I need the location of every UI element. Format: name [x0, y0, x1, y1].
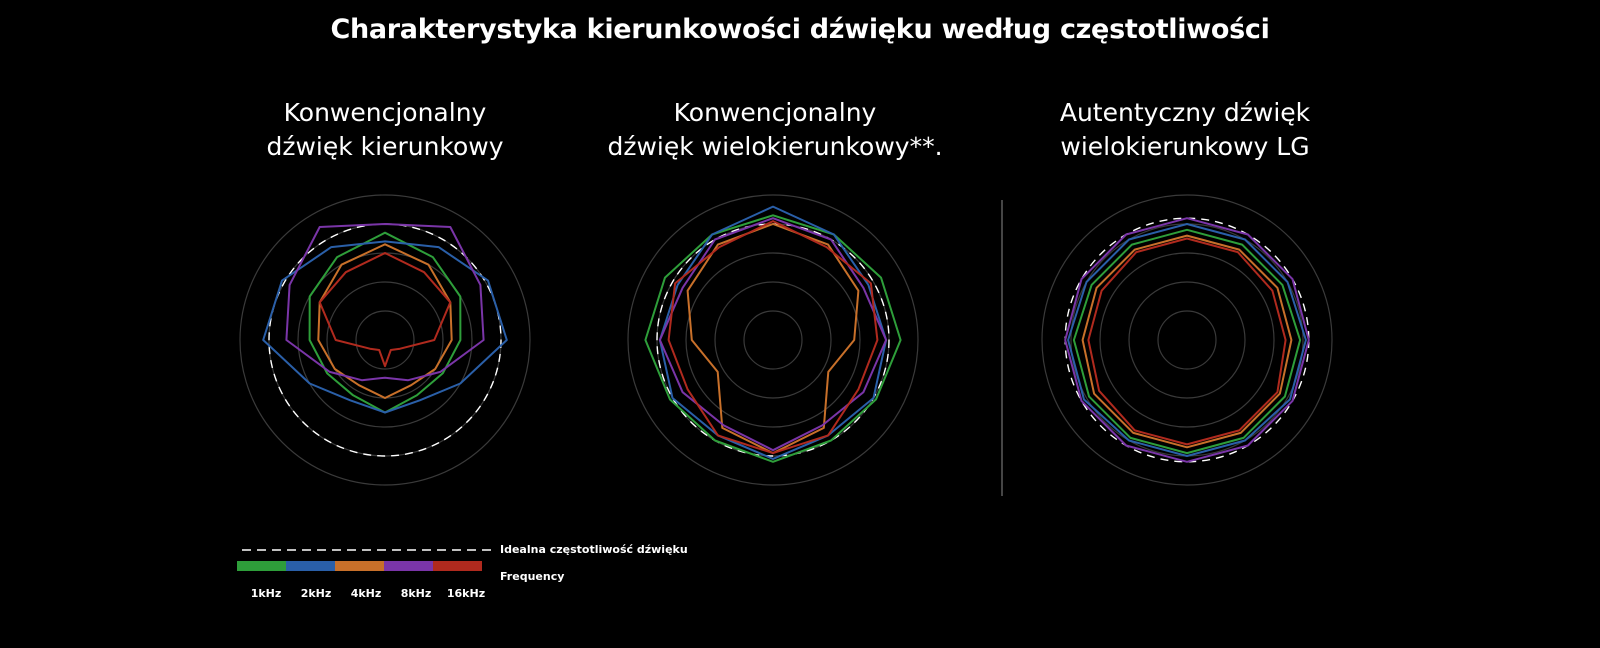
grid-ring-2 [714, 281, 832, 399]
grid-ring-4 [1070, 223, 1304, 457]
grid-ring-3 [1099, 252, 1275, 428]
chart-3-title-line-2: wielokierunkowy LG [1060, 132, 1310, 161]
series-1khz-line [644, 214, 902, 463]
grid-ring-3 [297, 252, 473, 428]
legend-swatch-16khz [433, 561, 482, 571]
series-1khz-line [1072, 228, 1302, 455]
chart-2-title-line-1: Konwencjonalny [673, 98, 877, 127]
series-8khz-line [658, 217, 888, 452]
grid-ring-2 [1128, 281, 1246, 399]
chart-3-title: Autentyczny dźwięk wielokierunkowy LG [955, 96, 1415, 164]
chart-3-title-line-1: Autentyczny dźwięk [1059, 98, 1311, 127]
chart-1-title-line-2: dźwięk kierunkowy [266, 132, 504, 161]
chart-2-title: Konwencjonalny dźwięk wielokierunkowy**. [545, 96, 1005, 164]
ideal-circle [1064, 217, 1310, 463]
series-1khz-line [308, 231, 462, 414]
legend-swatch-2khz [286, 561, 335, 571]
series-16khz-line [667, 220, 879, 455]
legend-tick-8khz: 8kHz [400, 587, 432, 600]
chart-1-title: Konwencjonalny dźwięk kierunkowy [155, 96, 615, 164]
series-16khz-line [318, 252, 452, 368]
grid-ring-1 [743, 310, 803, 370]
legend-swatch-1khz [237, 561, 286, 571]
series-4khz-line [686, 223, 860, 455]
grid-ring-5 [239, 194, 531, 486]
grid-ring-5 [627, 194, 919, 486]
grid-ring-2 [326, 281, 444, 399]
legend-swatch-8khz [384, 561, 433, 571]
grid-ring-1 [1157, 310, 1217, 370]
polar-chart-2 [627, 194, 919, 486]
series-2khz-line [1067, 223, 1307, 457]
series-4khz-line [1081, 234, 1293, 449]
chart-1-title-line-1: Konwencjonalny [283, 98, 487, 127]
legend-tick-16khz: 16kHz [446, 587, 486, 600]
series-2khz-line [658, 205, 888, 460]
legend-tick-1khz: 1kHz [250, 587, 282, 600]
legend-swatches [237, 561, 482, 571]
legend-ideal-label: Idealna częstotliwość dźwięku [500, 543, 688, 556]
legend-tick-4khz: 4kHz [350, 587, 382, 600]
polar-chart-1 [239, 194, 531, 486]
legend-swatch-4khz [335, 561, 384, 571]
grid-ring-5 [1041, 194, 1333, 486]
series-8khz-line [285, 223, 485, 382]
chart-2-title-line-2: dźwięk wielokierunkowy**. [607, 132, 943, 161]
legend-tick-2khz: 2kHz [300, 587, 332, 600]
polar-chart-3 [1041, 194, 1333, 486]
grid-ring-3 [685, 252, 861, 428]
series-2khz-line [262, 240, 508, 414]
series-8khz-line [1064, 217, 1310, 463]
legend-frequency-label: Frequency [500, 570, 565, 583]
grid-ring-1 [355, 310, 415, 370]
page-title: Charakterystyka kierunkowości dźwięku we… [330, 14, 1270, 45]
series-16khz-line [1087, 237, 1287, 446]
